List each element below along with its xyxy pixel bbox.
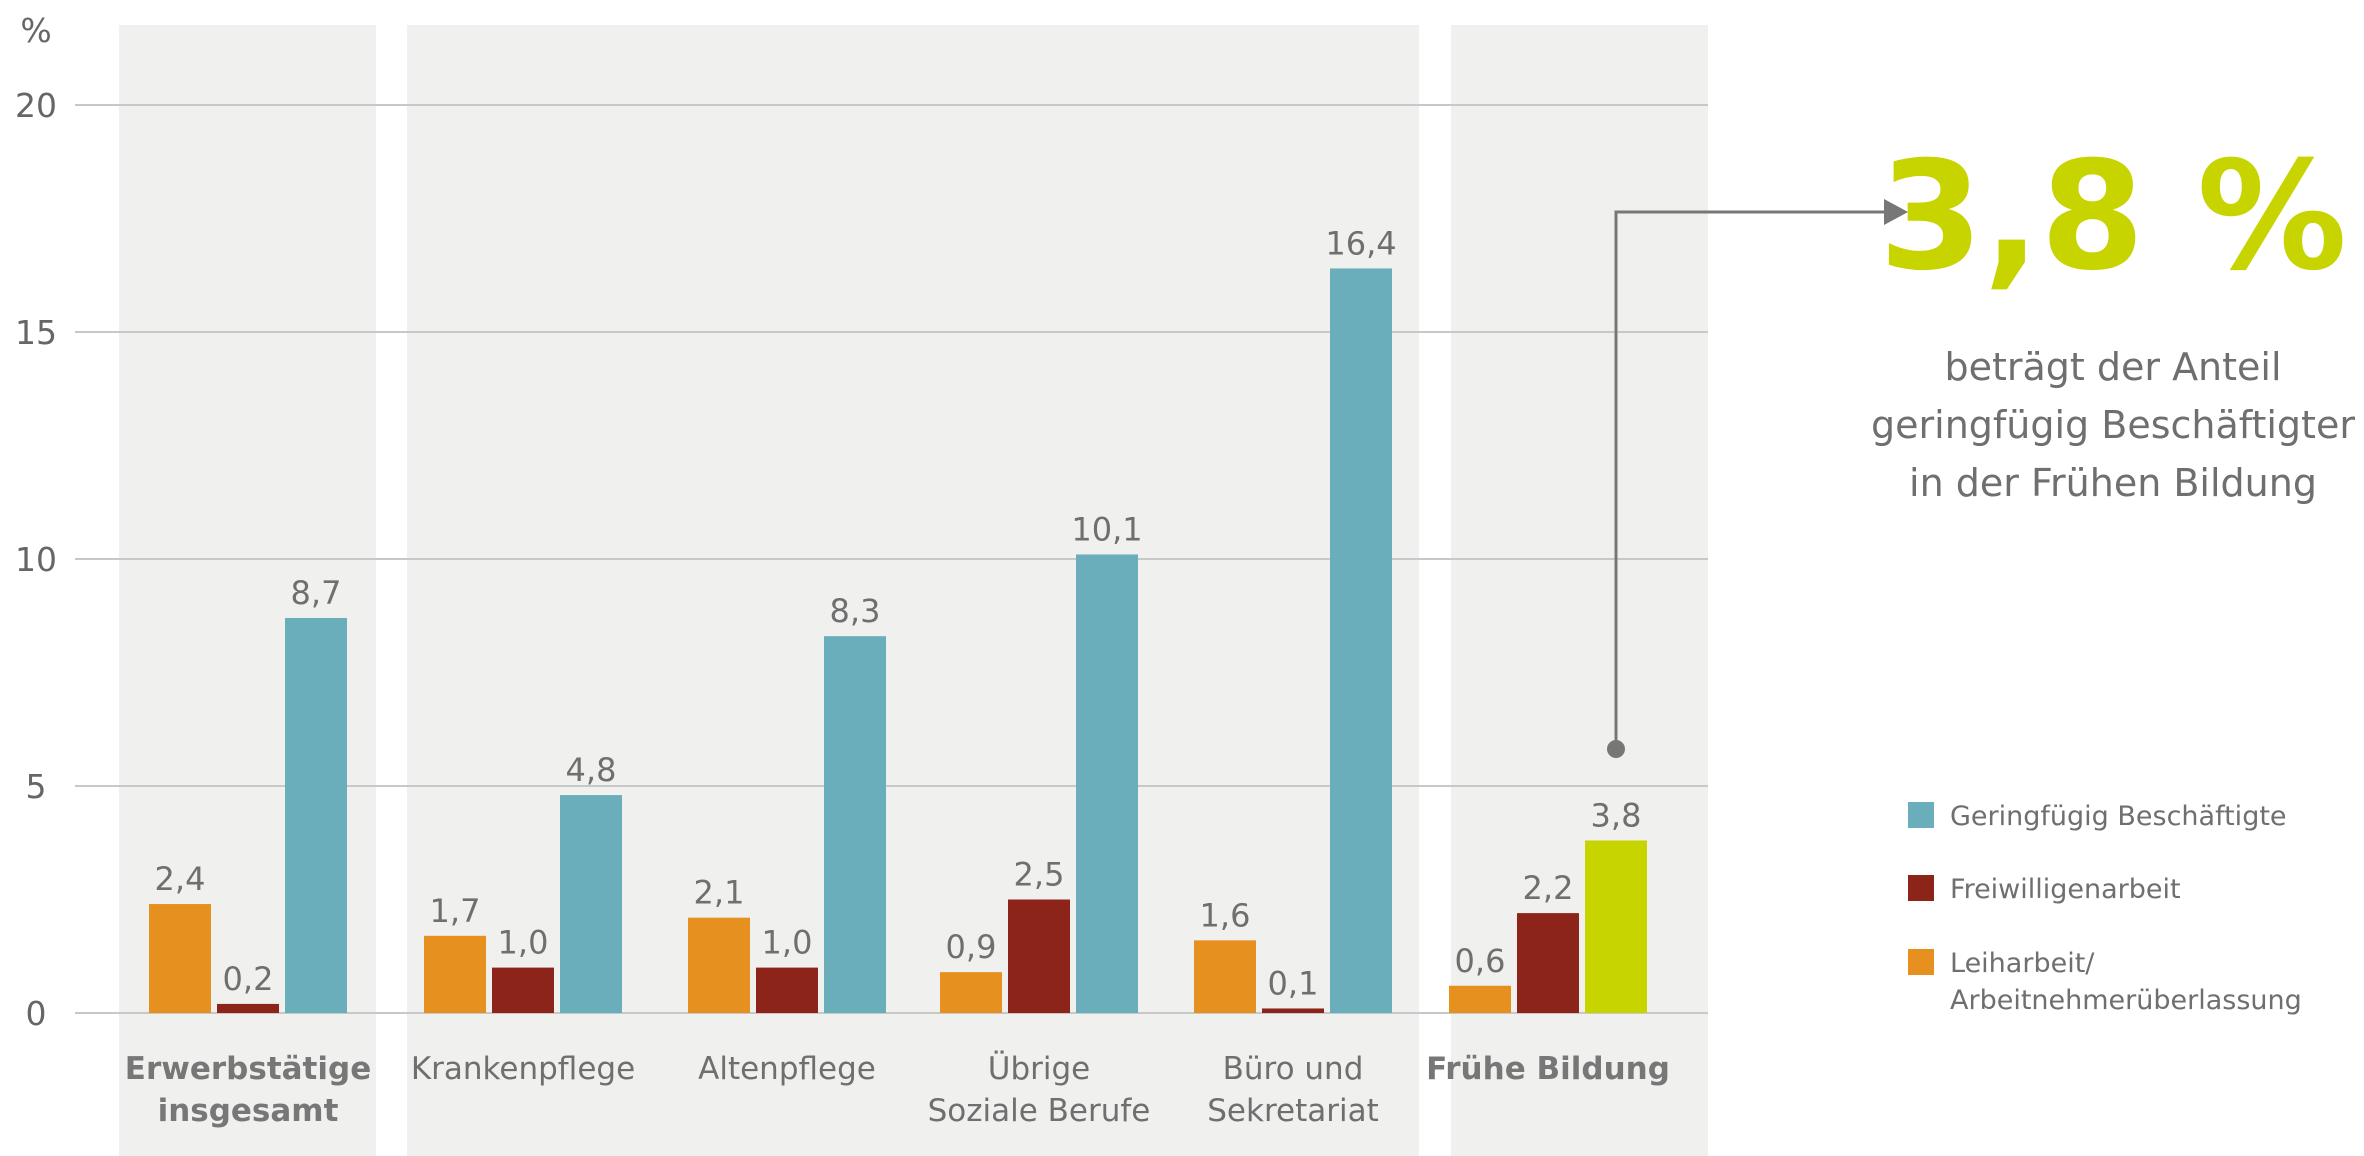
bar-krankenpflege-geringfügig-beschäftigte xyxy=(560,795,622,1013)
bar-büro-und-sekretariat-leiharbeit-arbeitnehmerüberlassung xyxy=(1194,940,1256,1013)
gridlines xyxy=(75,104,1708,1014)
callout-text-line-2: geringfügig Beschäftigter xyxy=(1871,403,2355,447)
category-labels: Erwerbstätige insgesamt Krankenpflege Alten… xyxy=(125,1050,1670,1129)
category-label-altenpflege: Altenpflege xyxy=(698,1051,876,1087)
y-tick-label-10: 10 xyxy=(15,540,57,579)
bar-altenpflege-leiharbeit-arbeitnehmerüberlassung xyxy=(688,917,750,1013)
legend-swatch-leiharbeit-arbeitnehmerüberlassung xyxy=(1908,949,1934,975)
category-label-büro-und-sekretariat: Büro und Sekretariat xyxy=(1207,1051,1379,1129)
data-label-büro-und-sekretariat-leiharbeit-arbeitnehmerüberlassung: 1,6 xyxy=(1200,896,1251,934)
legend-swatch-geringfügig-beschäftigte xyxy=(1908,802,1934,828)
data-label-erwerbstätige-insgesamt-geringfügig-beschäftigte: 8,7 xyxy=(291,574,342,612)
bar-altenpflege-geringfügig-beschäftigte xyxy=(824,636,886,1013)
data-labels: 2,4 0,2 8,7 1,7 1,0 4,8 2,1 1,0 8,3 0,9 2,5 10,1 1,6… xyxy=(155,224,1642,1002)
data-label-krankenpflege-leiharbeit-arbeitnehmerüberlassung: 1,7 xyxy=(430,892,481,930)
bar-frühe-bildung-leiharbeit-arbeitnehmerüberlassung xyxy=(1449,985,1511,1013)
bar-frühe-bildung-geringfügig-beschäftigte xyxy=(1585,840,1647,1013)
data-label-altenpflege-geringfügig-beschäftigte: 8,3 xyxy=(830,592,881,630)
data-label-übrige-soziale-berufe-freiwilligenarbeit: 2,5 xyxy=(1014,856,1065,894)
bar-erwerbstätige-insgesamt-leiharbeit-arbeitnehmerüberlassung xyxy=(149,904,211,1013)
data-label-frühe-bildung-freiwilligenarbeit: 2,2 xyxy=(1523,869,1574,907)
callout-text-line-1: beträgt der Anteil xyxy=(1944,345,2281,389)
bar-übrige-soziale-berufe-geringfügig-beschäftigte xyxy=(1076,554,1138,1013)
bar-erwerbstätige-insgesamt-freiwilligenarbeit xyxy=(217,1003,279,1013)
bar-erwerbstätige-insgesamt-geringfügig-beschäftigte xyxy=(285,618,347,1013)
y-tick-label-15: 15 xyxy=(15,313,57,352)
data-label-frühe-bildung-geringfügig-beschäftigte: 3,8 xyxy=(1591,796,1642,834)
legend-label-geringfügig-beschäftigte: Geringfügig Beschäftigte xyxy=(1950,801,2287,832)
legend-swatch-freiwilligenarbeit xyxy=(1908,875,1934,901)
y-axis: 0 5 10 15 20% xyxy=(15,11,57,1033)
data-label-büro-und-sekretariat-freiwilligenarbeit: 0,1 xyxy=(1268,964,1319,1002)
callout-arrow-icon xyxy=(1884,199,1908,225)
callout-value: 3,8 % xyxy=(1879,130,2347,304)
legend-label-freiwilligenarbeit: Freiwilligenarbeit xyxy=(1950,874,2181,905)
bar-krankenpflege-freiwilligenarbeit xyxy=(492,967,554,1013)
category-label-erwerbstätige-insgesamt: Erwerbstätige insgesamt xyxy=(125,1051,371,1129)
bar-krankenpflege-leiharbeit-arbeitnehmerüberlassung xyxy=(424,935,486,1013)
category-label-übrige-soziale-berufe: Übrige Soziale Berufe xyxy=(928,1050,1151,1129)
callout-text-line-3: in der Frühen Bildung xyxy=(1909,461,2317,505)
y-tick-label-0: 0 xyxy=(26,994,47,1033)
data-label-erwerbstätige-insgesamt-leiharbeit-arbeitnehmerüberlassung: 2,4 xyxy=(155,860,206,898)
bar-frühe-bildung-freiwilligenarbeit xyxy=(1517,913,1579,1013)
y-tick-label-20: 20 xyxy=(15,86,57,125)
data-label-erwerbstätige-insgesamt-freiwilligenarbeit: 0,2 xyxy=(223,960,274,998)
y-tick-label-5: 5 xyxy=(26,767,47,806)
y-axis-label: % xyxy=(20,11,51,50)
bars xyxy=(149,268,1647,1013)
bar-büro-und-sekretariat-freiwilligenarbeit xyxy=(1262,1008,1324,1013)
legend-label-leiharbeit-arbeitnehmerüberlassung: Leiharbeit/Arbeitnehmerüberlassung xyxy=(1950,948,2302,1016)
data-label-frühe-bildung-leiharbeit-arbeitnehmerüberlassung: 0,6 xyxy=(1455,942,1506,980)
callout: 3,8 % beträgt der Anteil geringfügig Besch… xyxy=(1607,130,2355,758)
bar-altenpflege-freiwilligenarbeit xyxy=(756,967,818,1013)
legend: Geringfügig Beschäftigte Freiwilligenarbe… xyxy=(1908,801,2302,1016)
bar-übrige-soziale-berufe-leiharbeit-arbeitnehmerüberlassung xyxy=(940,972,1002,1013)
bar-büro-und-sekretariat-geringfügig-beschäftigte xyxy=(1330,268,1392,1013)
bar-übrige-soziale-berufe-freiwilligenarbeit xyxy=(1008,899,1070,1013)
category-label-krankenpflege: Krankenpflege xyxy=(411,1051,635,1087)
data-label-krankenpflege-freiwilligenarbeit: 1,0 xyxy=(498,924,549,962)
data-label-altenpflege-freiwilligenarbeit: 1,0 xyxy=(762,924,813,962)
data-label-altenpflege-leiharbeit-arbeitnehmerüberlassung: 2,1 xyxy=(694,874,745,912)
callout-line xyxy=(1614,210,1884,749)
data-label-krankenpflege-geringfügig-beschäftigte: 4,8 xyxy=(566,751,617,789)
data-label-übrige-soziale-berufe-leiharbeit-arbeitnehmerüberlassung: 0,9 xyxy=(946,928,997,966)
category-label-frühe-bildung: Frühe Bildung xyxy=(1426,1051,1670,1087)
data-label-büro-und-sekretariat-geringfügig-beschäftigte: 16,4 xyxy=(1325,224,1396,262)
data-label-übrige-soziale-berufe-geringfügig-beschäftigte: 10,1 xyxy=(1071,510,1142,548)
